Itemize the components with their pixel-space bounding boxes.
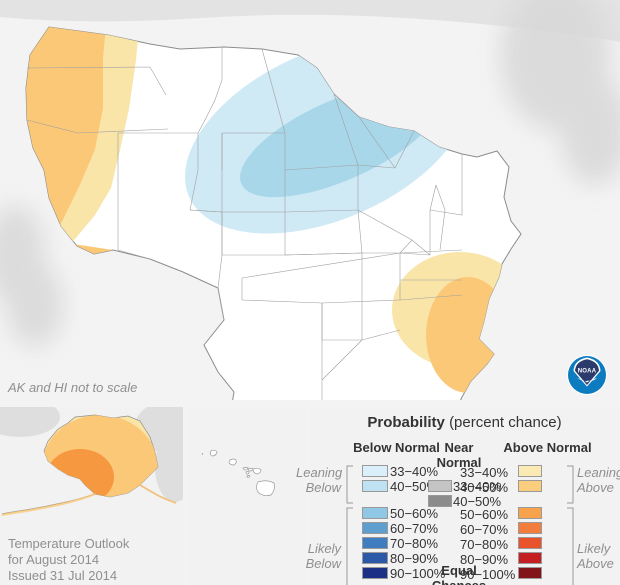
svg-text:AK and HI not to scale: AK and HI not to scale [7,380,137,395]
svg-text:NOAA: NOAA [578,369,597,375]
